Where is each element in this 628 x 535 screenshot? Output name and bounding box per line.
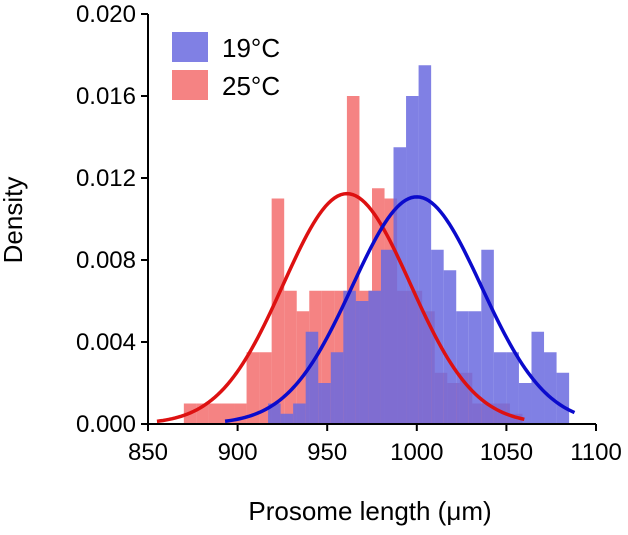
x-tick-label: 1100	[570, 439, 622, 466]
x-tick-label: 900	[218, 439, 258, 466]
bar-series-1-bin-12	[418, 65, 432, 424]
bar-series-1-bin-22	[544, 352, 557, 424]
bar-series-1-bin-8	[368, 290, 381, 424]
y-tick-label: 0.008	[76, 247, 136, 274]
series-1-bars	[268, 65, 570, 424]
bar-series-1-bin-2	[293, 403, 306, 424]
y-tick-label: 0.012	[76, 165, 136, 192]
bar-series-1-bin-11	[406, 96, 419, 424]
x-tick-label: 1050	[480, 439, 533, 466]
legend-swatch-series-1	[172, 32, 208, 62]
legend: 19°C 25°C	[172, 32, 280, 101]
bar-series-1-bin-20	[518, 383, 532, 424]
bars-layer	[183, 65, 570, 424]
bar-series-1-bin-6	[343, 290, 356, 424]
y-tick-label: 0.004	[76, 329, 136, 356]
bar-series-0-bin-7	[271, 198, 285, 424]
bar-series-1-bin-15	[456, 311, 469, 424]
bar-series-1-bin-3	[305, 331, 319, 424]
x-axis-title: Prosome length (μm)	[248, 496, 491, 526]
bar-series-1-bin-4	[318, 383, 331, 424]
bar-series-1-bin-7	[355, 301, 369, 424]
legend-swatch-series-0	[172, 70, 208, 100]
bar-series-1-bin-17	[481, 249, 494, 424]
legend-label-series-0: 25°C	[222, 71, 280, 101]
y-tick-label: 0.020	[76, 1, 136, 28]
y-tick-label: 0.000	[76, 411, 136, 438]
bar-series-0-bin-2	[208, 403, 222, 424]
bar-series-1-bin-10	[393, 147, 407, 424]
bar-series-1-bin-18	[493, 352, 507, 424]
bar-series-1-bin-21	[531, 331, 545, 424]
bar-series-1-bin-16	[468, 311, 482, 424]
x-tick-label: 850	[128, 439, 168, 466]
bar-series-1-bin-9	[380, 249, 394, 424]
axes-layer: 850 900 950 1000 1050 1100 0.000 0.004 0.008 0.01…	[76, 1, 622, 466]
legend-label-series-1: 19°C	[222, 33, 280, 63]
fit-curves-layer	[156, 191, 576, 424]
bar-series-1-bin-14	[443, 270, 457, 424]
bar-series-1-bin-0	[268, 403, 281, 424]
x-tick-label: 950	[307, 439, 347, 466]
bar-series-1-bin-23	[556, 372, 570, 424]
fit-curve-series-1	[224, 195, 576, 423]
y-tick-label: 0.016	[76, 83, 136, 110]
x-tick-label: 1000	[390, 439, 443, 466]
bar-series-1-bin-5	[330, 352, 344, 424]
bar-series-0-bin-5	[246, 352, 260, 424]
bar-series-1-bin-19	[506, 352, 519, 424]
y-axis-title: Density	[0, 177, 28, 264]
fit-curve-series-0	[156, 191, 525, 424]
bar-series-0-bin-8	[284, 290, 297, 424]
bar-series-1-bin-1	[280, 413, 294, 424]
